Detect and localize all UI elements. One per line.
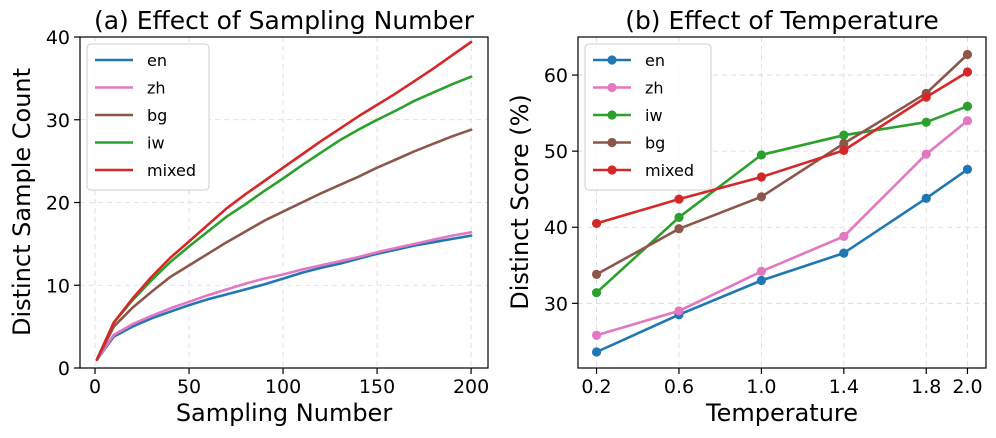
panel-a-x-tick-label: 0 [89, 376, 101, 398]
panel-b-series-zh-point [591, 330, 602, 340]
panel-b-series-iw-point [962, 101, 973, 111]
panel-a-x-axis-label: Sampling Number [176, 399, 393, 427]
panel-b-series-bg-point [591, 269, 602, 280]
panel-b-series-iw-point [674, 212, 684, 222]
panel-a-legend-label-mixed: mixed [147, 161, 196, 180]
panel-a-series-en-line [95, 234, 473, 362]
panel-b-axes-frame [577, 36, 987, 369]
panel-a-legend-label-bg: bg [147, 106, 167, 125]
panel-b-series-zh-point [962, 116, 973, 126]
panel-b-series-bg-point [674, 224, 684, 234]
panel-b-temperature: (b) Effect of Temperature 0.2 0.6 1.0 1.4 1.… [506, 6, 987, 427]
panel-a-y-tick-label: 40 [46, 27, 70, 49]
panel-a-series-iw-line [95, 75, 473, 362]
panel-b-legend-label-bg: bg [645, 134, 665, 153]
panel-b-legend-marker-bg [607, 137, 617, 148]
panel-b-x-tick-label: 1.4 [829, 376, 859, 398]
panel-a-x-tick-label: 100 [265, 376, 301, 398]
panel-b-series-zh-point [839, 231, 849, 241]
panel-b-series-en-line [595, 168, 969, 354]
panel-a-y-tick-label: 20 [46, 193, 70, 215]
panel-b-x-axis-label: Temperature [705, 399, 858, 427]
panel-a-legend-label-zh: zh [147, 79, 166, 98]
panel-b-series-zh-point [674, 306, 684, 316]
panel-b-series-en-point [839, 248, 849, 258]
panel-b-x-tick-label: 0.6 [664, 376, 694, 398]
panel-b-series-bg-line [595, 53, 969, 276]
panel-a-sampling-number: (a) Effect of Sampling Number 0 50 100 150 2… [8, 6, 489, 427]
panel-b-legend-marker-mixed [607, 165, 617, 175]
panel-a-y-tick-label: 10 [46, 275, 70, 297]
panel-b-legend-marker-en [607, 55, 617, 65]
panel-b-x-tick-label: 1.8 [911, 376, 941, 398]
panel-b-legend: en zh iw bg mixed [584, 43, 712, 191]
panel-b-y-tick-label: 60 [544, 65, 568, 87]
panel-a-y-axis-label: Distinct Sample Count [8, 68, 36, 336]
panel-b-legend-label-iw: iw [645, 106, 663, 125]
panel-b-series-iw-point [839, 130, 849, 140]
panel-a-ticks: 0 50 100 150 200 0 10 20 30 40 [46, 27, 489, 398]
panel-b-series-mixed-point [962, 67, 973, 77]
panel-b-series-zh-line [595, 119, 969, 337]
panel-a-series-bg-line [95, 128, 473, 362]
panel-b-series-mixed-point [921, 92, 931, 102]
panel-a-x-tick-label: 150 [359, 376, 395, 398]
panel-b-x-tick-label: 1.0 [746, 376, 776, 398]
panel-a-legend-box [86, 43, 210, 191]
panel-b-ticks: 0.2 0.6 1.0 1.4 1.8 2.0 30 40 50 60 [544, 65, 983, 398]
panel-b-y-tick-label: 30 [544, 293, 568, 315]
panel-b-series-iw-line [595, 104, 969, 295]
panel-b-y-tick-label: 50 [544, 141, 568, 163]
panel-b-series-lines [591, 49, 973, 357]
panel-b-series-bg-point [756, 192, 766, 202]
panel-b-y-axis-label: Distinct Score (%) [506, 94, 534, 310]
panel-b-series-bg-point [839, 138, 849, 149]
panel-a-title: (a) Effect of Sampling Number [94, 6, 475, 35]
panel-a-series-zh-line [95, 231, 473, 362]
panel-b-y-tick-label: 40 [544, 217, 568, 239]
panel-b-series-en-point [591, 347, 602, 357]
panel-b-x-tick-label: 0.2 [581, 376, 611, 398]
panel-b-legend-marker-iw [607, 110, 617, 120]
panel-a-legend-label-en: en [147, 51, 167, 70]
panel-b-series-mixed-point [756, 172, 766, 182]
panel-a-series-mixed-line [95, 40, 473, 362]
panel-b-series-mixed-point [839, 145, 849, 155]
panel-b-series-iw-point [756, 150, 766, 160]
panel-b-legend-label-en: en [645, 51, 665, 70]
panel-a-series-lines [95, 40, 473, 362]
panel-b-series-en-point [756, 275, 766, 286]
panel-b-series-mixed-point [591, 218, 602, 229]
panel-b-series-mixed-point [674, 194, 684, 204]
panel-b-series-en-point [962, 164, 973, 174]
panel-b-series-iw-point [591, 288, 602, 298]
panel-b-legend-box [584, 43, 712, 191]
panel-b-legend-label-mixed: mixed [645, 161, 694, 180]
panel-b-title: (b) Effect of Temperature [625, 6, 939, 35]
panel-b-legend-marker-zh [607, 82, 617, 93]
panel-b-legend-label-zh: zh [645, 79, 664, 98]
panel-b-series-en-point [921, 193, 931, 203]
panel-a-x-tick-label: 200 [453, 376, 489, 398]
panel-b-series-mixed-line [595, 70, 969, 225]
panel-b-series-iw-point [921, 117, 931, 127]
panel-b-series-bg-point [962, 49, 973, 60]
panel-a-legend: en zh bg iw mixed [86, 43, 210, 191]
panel-a-y-tick-label: 0 [58, 358, 70, 380]
panel-a-y-tick-label: 30 [46, 110, 70, 132]
panel-b-series-zh-point [756, 266, 766, 276]
panel-b-x-tick-label: 2.0 [952, 376, 982, 398]
panel-a-legend-label-iw: iw [147, 134, 165, 153]
panel-b-series-zh-point [921, 149, 931, 159]
panel-a-x-tick-label: 50 [177, 376, 201, 398]
